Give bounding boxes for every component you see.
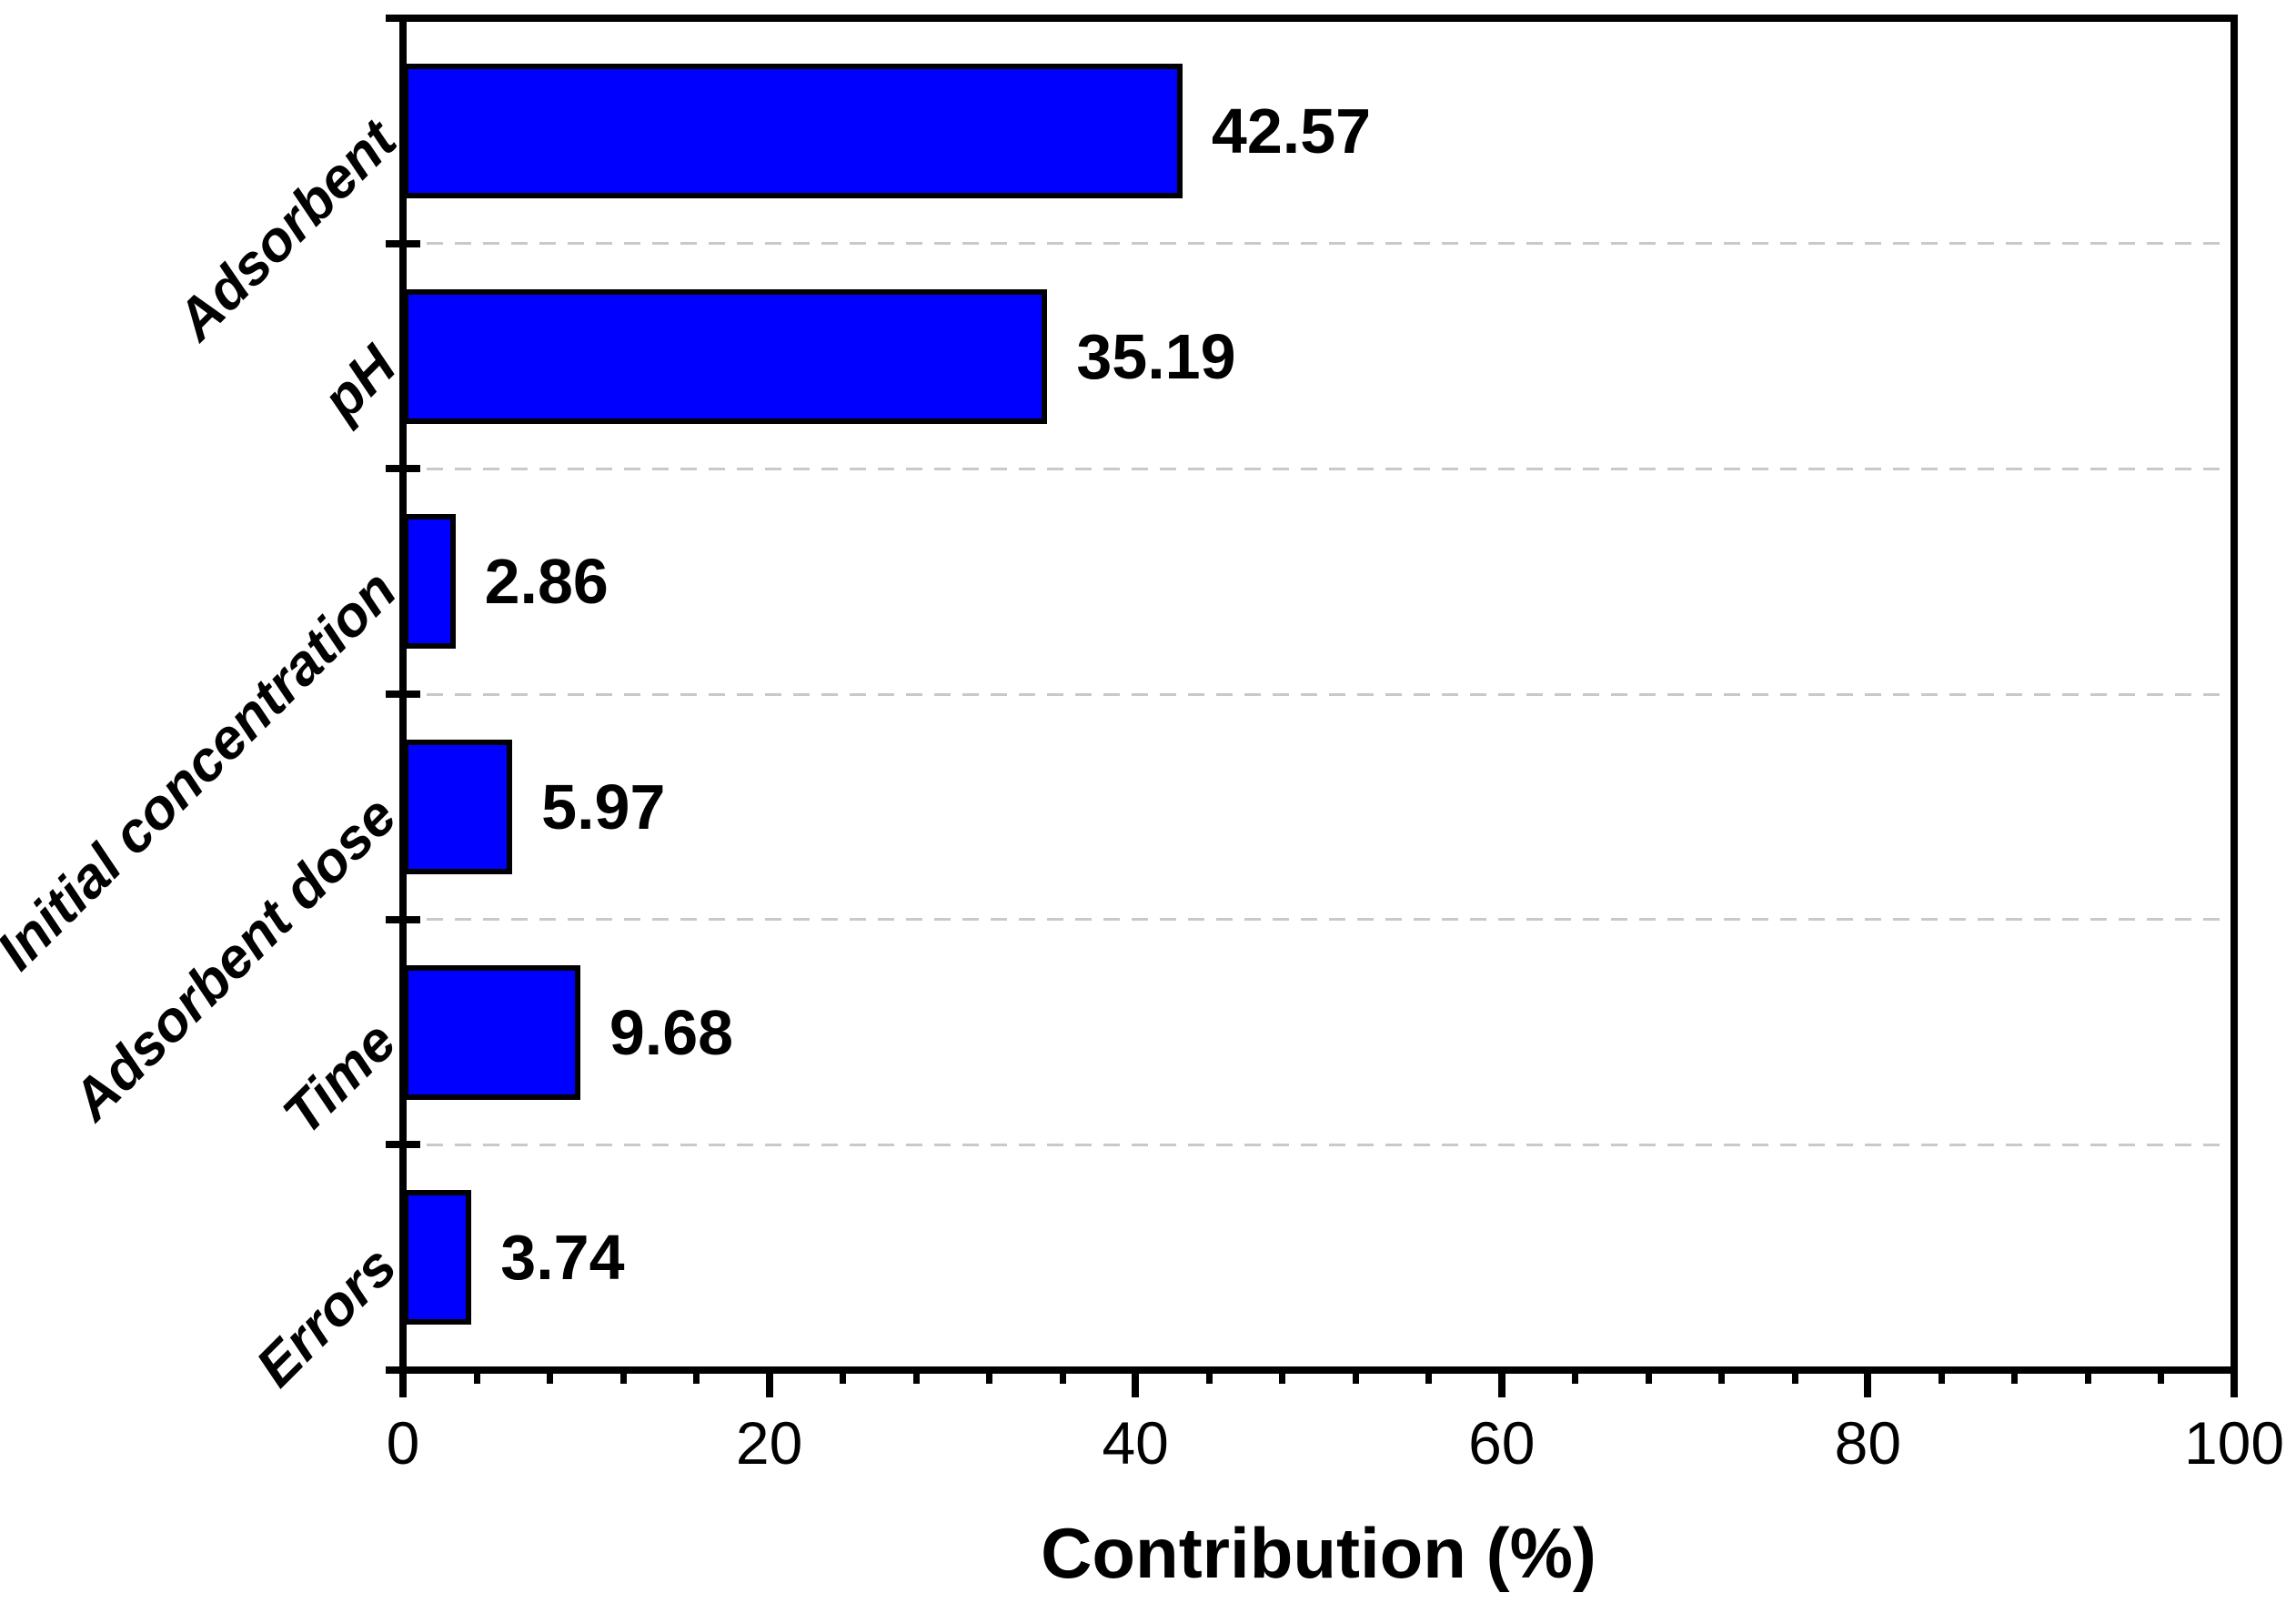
x-tick-label: 100 bbox=[2183, 1409, 2285, 1477]
x-tick-minor bbox=[1645, 1366, 1652, 1384]
gridline bbox=[427, 1143, 2228, 1146]
x-tick-minor bbox=[693, 1366, 700, 1384]
x-tick-minor bbox=[1938, 1366, 1945, 1384]
bar-value-label: 9.68 bbox=[609, 996, 734, 1068]
x-tick-minor bbox=[547, 1366, 554, 1384]
y-tick bbox=[386, 1141, 420, 1149]
x-tick-minor bbox=[1572, 1366, 1579, 1384]
category-label: Errors bbox=[244, 1235, 409, 1399]
x-tick-minor bbox=[1791, 1366, 1798, 1384]
bar bbox=[403, 964, 580, 1100]
y-tick bbox=[386, 691, 420, 698]
y-tick bbox=[386, 15, 420, 22]
x-tick-label: 20 bbox=[735, 1409, 803, 1477]
x-tick-minor bbox=[1425, 1366, 1433, 1384]
gridline bbox=[427, 242, 2228, 246]
x-tick-label: 80 bbox=[1834, 1409, 1902, 1477]
x-tick-major bbox=[2231, 1366, 2238, 1397]
gridline bbox=[427, 692, 2228, 696]
bar-value-label: 5.97 bbox=[541, 771, 666, 842]
gridline bbox=[427, 467, 2228, 470]
bar-value-label: 42.57 bbox=[1211, 95, 1372, 166]
x-tick-minor bbox=[2011, 1366, 2019, 1384]
y-tick bbox=[386, 239, 420, 247]
x-tick-minor bbox=[1352, 1366, 1359, 1384]
bar-value-label: 35.19 bbox=[1076, 320, 1236, 392]
x-tick-minor bbox=[912, 1366, 920, 1384]
x-tick-minor bbox=[2084, 1366, 2091, 1384]
category-label: Initial concentration bbox=[0, 559, 409, 983]
plot-area: 42.57 35.19 2.86 5.97 9.68 3.74 bbox=[403, 18, 2234, 1370]
bar bbox=[403, 514, 456, 650]
bar bbox=[403, 739, 513, 874]
x-tick-major bbox=[1864, 1366, 1872, 1397]
gridline bbox=[427, 918, 2228, 922]
x-tick-major bbox=[765, 1366, 773, 1397]
x-tick-minor bbox=[840, 1366, 847, 1384]
bar-value-label: 2.86 bbox=[484, 546, 609, 618]
x-tick-minor bbox=[2158, 1366, 2165, 1384]
x-tick-label: 60 bbox=[1468, 1409, 1536, 1477]
x-tick-major bbox=[1132, 1366, 1140, 1397]
x-axis-title: Contribution (%) bbox=[1041, 1513, 1596, 1593]
bar bbox=[403, 1190, 472, 1326]
y-tick bbox=[386, 915, 420, 923]
x-tick-minor bbox=[1279, 1366, 1286, 1384]
y-tick bbox=[386, 465, 420, 473]
x-tick-major bbox=[399, 1366, 407, 1397]
bar-value-label: 3.74 bbox=[500, 1222, 625, 1294]
x-tick-label: 40 bbox=[1102, 1409, 1169, 1477]
x-tick-minor bbox=[1059, 1366, 1066, 1384]
x-tick-major bbox=[1497, 1366, 1505, 1397]
x-tick-minor bbox=[1205, 1366, 1213, 1384]
bar bbox=[403, 288, 1048, 424]
category-label: Time bbox=[271, 1009, 409, 1147]
x-tick-minor bbox=[1718, 1366, 1726, 1384]
x-tick-label: 0 bbox=[386, 1409, 420, 1477]
x-tick-minor bbox=[986, 1366, 993, 1384]
category-label: pH bbox=[310, 333, 409, 431]
x-tick-minor bbox=[619, 1366, 627, 1384]
x-tick-minor bbox=[473, 1366, 480, 1384]
bar bbox=[403, 63, 1183, 198]
category-label: Adsorbent bbox=[165, 108, 409, 353]
